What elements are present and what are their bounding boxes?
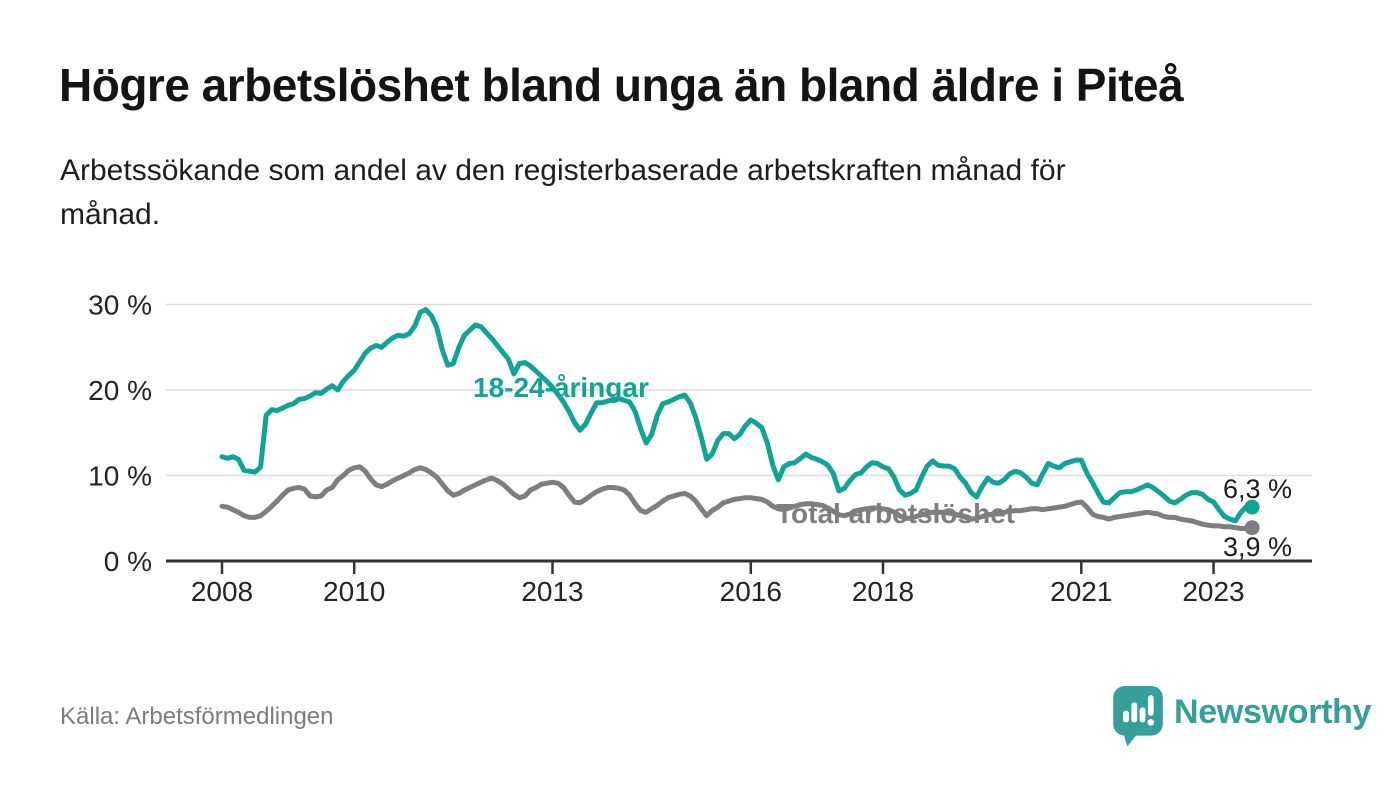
- chart-subtitle-line1: Arbetssökande som andel av den registerb…: [60, 154, 1066, 187]
- newsworthy-logo-icon: [1113, 686, 1163, 747]
- newsworthy-logo: Newsworthy: [1113, 686, 1372, 748]
- svg-text:2008: 2008: [191, 576, 253, 607]
- series-label-youth: 18-24-åringar: [473, 372, 649, 403]
- end-value-total: 3,9 %: [1223, 532, 1292, 562]
- svg-text:20 %: 20 %: [88, 375, 152, 406]
- chart-subtitle-line2: månad.: [60, 198, 161, 231]
- series-end-dot-total: [1244, 520, 1260, 536]
- svg-text:2021: 2021: [1050, 576, 1112, 607]
- page-title: Högre arbetslöshet bland unga än bland ä…: [59, 59, 1184, 111]
- end-value-youth: 6,3 %: [1223, 474, 1292, 504]
- x-axis-labels: 2008 2010 2013 2016 2018 2021 2023: [191, 576, 1245, 607]
- svg-text:2016: 2016: [720, 576, 782, 607]
- svg-text:2013: 2013: [521, 576, 583, 607]
- y-axis-labels: 0 % 10 % 20 % 30 %: [88, 290, 152, 578]
- series-end-dot-youth: [1244, 499, 1260, 515]
- svg-text:2023: 2023: [1182, 576, 1244, 607]
- chart-subtitle: Arbetssökande som andel av den registerb…: [60, 149, 1280, 237]
- svg-text:0 %: 0 %: [104, 546, 152, 577]
- svg-text:10 %: 10 %: [88, 461, 152, 492]
- svg-text:30 %: 30 %: [88, 290, 152, 321]
- newsworthy-logo-text: Newsworthy: [1174, 693, 1372, 731]
- series-line-total: [219, 464, 1255, 531]
- series-label-total: Total arbetslöshet: [776, 498, 1015, 529]
- svg-text:2010: 2010: [323, 576, 385, 607]
- source-note: Källa: Arbetsförmedlingen: [60, 703, 334, 730]
- svg-text:2018: 2018: [852, 576, 914, 607]
- series-line-youth: [219, 307, 1255, 524]
- x-axis-ticks: [220, 561, 1215, 574]
- gridlines: [166, 303, 1312, 477]
